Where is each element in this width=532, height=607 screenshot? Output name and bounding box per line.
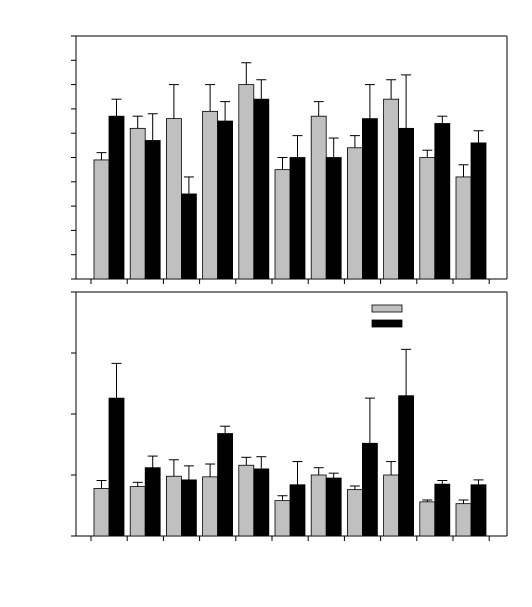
bar-series-2 bbox=[217, 120, 234, 280]
bar-series-2 bbox=[361, 118, 378, 280]
legend-swatch-series-2 bbox=[371, 319, 403, 328]
bar-series-1 bbox=[93, 159, 110, 280]
bar-series-1 bbox=[165, 475, 182, 537]
bar-series-2 bbox=[470, 484, 487, 537]
legend bbox=[371, 304, 403, 328]
bar-series-1 bbox=[202, 476, 219, 537]
bar-series-2 bbox=[289, 157, 306, 280]
bar-series-2 bbox=[108, 115, 125, 280]
bar-series-2 bbox=[217, 433, 234, 537]
bottom-bar-chart bbox=[71, 291, 508, 541]
bar-series-1 bbox=[274, 500, 291, 537]
bar-series-1 bbox=[310, 474, 327, 537]
bar-series-1 bbox=[419, 501, 436, 537]
bar-series-2 bbox=[144, 467, 161, 537]
bar-series-2 bbox=[434, 123, 451, 280]
bar-series-1 bbox=[346, 489, 363, 537]
bar-series-1 bbox=[383, 98, 400, 280]
bar-series-1 bbox=[274, 169, 291, 280]
bar-series-1 bbox=[165, 118, 182, 280]
bar-series-2 bbox=[180, 193, 197, 280]
bar-series-1 bbox=[346, 147, 363, 280]
bar-series-2 bbox=[325, 157, 342, 280]
bar-series-1 bbox=[310, 115, 327, 280]
bar-series-2 bbox=[253, 468, 270, 537]
legend-swatch-series-1 bbox=[371, 304, 403, 313]
bar-series-1 bbox=[455, 503, 472, 537]
bar-series-1 bbox=[383, 474, 400, 537]
bar-series-1 bbox=[202, 110, 219, 280]
bar-series-2 bbox=[470, 142, 487, 280]
bar-series-2 bbox=[253, 98, 270, 280]
bar-series-2 bbox=[325, 477, 342, 537]
bar-series-1 bbox=[93, 488, 110, 537]
top-bar-chart bbox=[71, 35, 508, 284]
bar-series-1 bbox=[129, 486, 146, 537]
bar-series-2 bbox=[398, 127, 415, 280]
bar-series-2 bbox=[361, 442, 378, 537]
bar-series-2 bbox=[108, 397, 125, 537]
bar-series-2 bbox=[398, 395, 415, 537]
bar-series-1 bbox=[238, 84, 255, 280]
bar-series-2 bbox=[144, 140, 161, 280]
bar-series-2 bbox=[289, 484, 306, 537]
bar-series-2 bbox=[180, 479, 197, 537]
bar-series-1 bbox=[419, 157, 436, 280]
bar-series-1 bbox=[455, 176, 472, 280]
bar-series-1 bbox=[238, 464, 255, 537]
bar-series-1 bbox=[129, 127, 146, 280]
bar-series-2 bbox=[434, 483, 451, 537]
